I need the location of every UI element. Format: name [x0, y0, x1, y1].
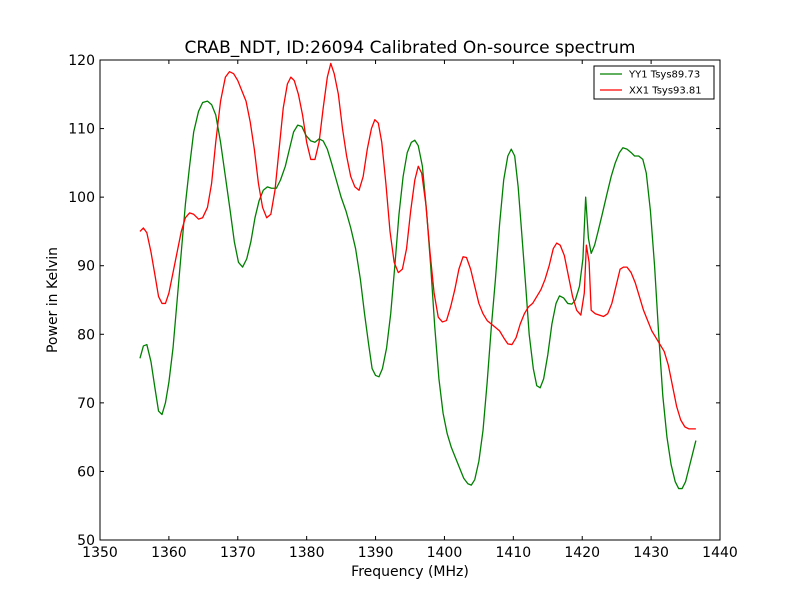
x-tick-label: 1370: [220, 545, 256, 561]
x-tick-label: 1350: [82, 545, 118, 561]
legend-label-yy1: YY1 Tsys89.73: [628, 70, 700, 81]
x-tick-label: 1400: [427, 545, 463, 561]
legend-box: [593, 65, 715, 100]
y-axis-label: Power in Kelvin: [45, 247, 61, 353]
y-tick-label: 90: [77, 259, 95, 275]
y-tick-label: 100: [68, 190, 95, 206]
ticks-layer: 1350 1360 1370 1380 1390 1400 1410 1420 1430 1440…: [68, 53, 738, 561]
y-tick-label: 70: [77, 396, 95, 412]
plot-area: 1350 1360 1370 1380 1390 1400 1410 1420 1430 1440…: [68, 53, 738, 561]
legend-label-xx1: XX1 Tsys93.81: [629, 86, 702, 97]
x-tick-label: 1360: [151, 545, 187, 561]
y-tick-label: 120: [68, 53, 95, 69]
plot-frame: [99, 59, 721, 541]
series-layer: [139, 62, 697, 490]
series-line-xx1: [139, 62, 696, 430]
x-tick-label: 1390: [358, 545, 394, 561]
y-tick-label: 80: [77, 327, 95, 343]
x-axis-label: Frequency (MHz): [351, 564, 469, 580]
x-tick-label: 1410: [496, 545, 532, 561]
legend: YY1 Tsys89.73 XX1 Tsys93.81: [593, 65, 715, 100]
x-tick-label: 1420: [564, 545, 600, 561]
x-tick-label: 1440: [702, 545, 738, 561]
y-tick-label: 50: [77, 533, 95, 549]
chart-title: CRAB_NDT, ID:26094 Calibrated On-source …: [185, 38, 636, 58]
y-tick-label: 60: [77, 464, 95, 480]
x-tick-label: 1380: [289, 545, 325, 561]
y-tick-label: 110: [68, 122, 95, 138]
x-tick-label: 1430: [633, 545, 669, 561]
